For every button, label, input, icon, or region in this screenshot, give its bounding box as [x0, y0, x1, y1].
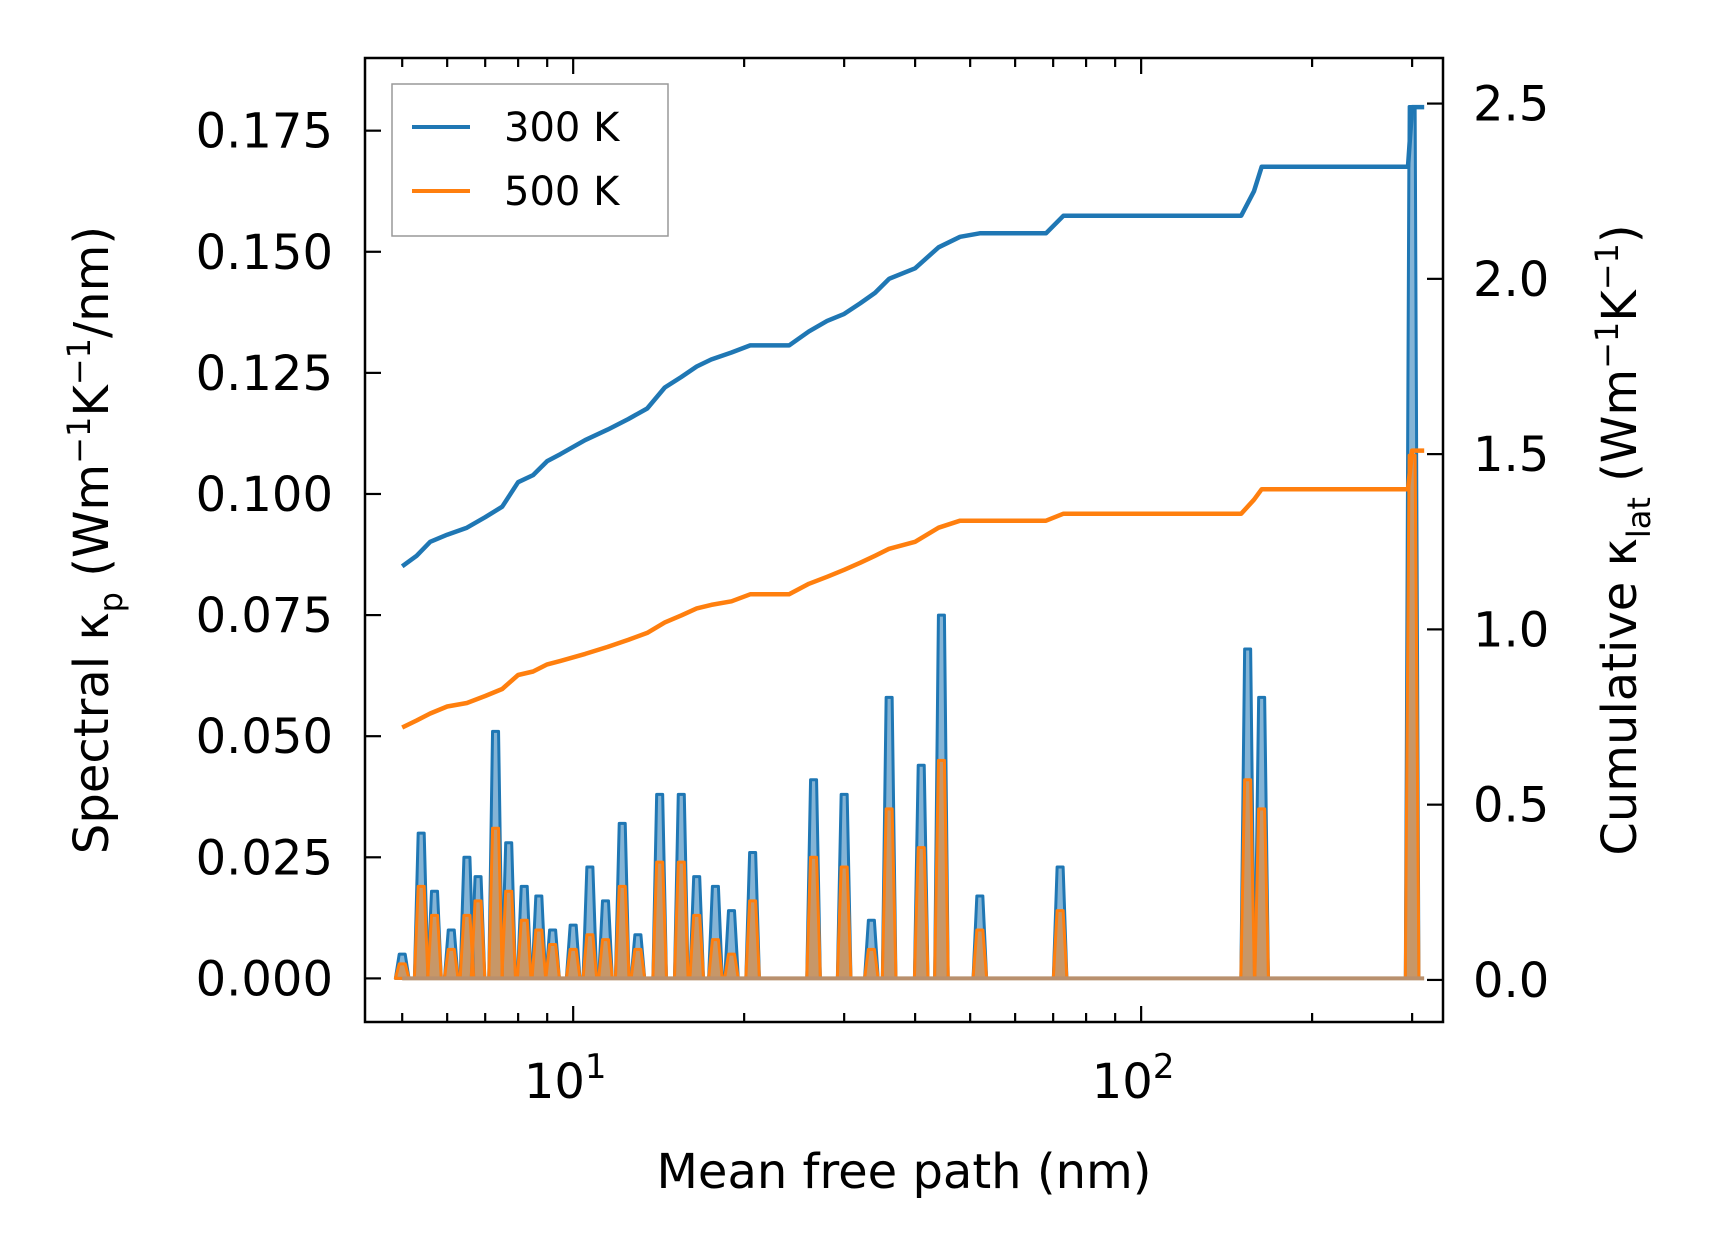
- spectral-peak-500k-24: [863, 947, 880, 980]
- right-tick-label-1: 0.5: [1473, 778, 1549, 834]
- cumulative-line-500k: [401, 448, 1425, 730]
- left-tick-label-3: 0.075: [196, 588, 333, 644]
- spectral-peak-500k-31: [1253, 807, 1270, 980]
- spectral-peak-500k-9: [530, 928, 548, 980]
- spectral-peak-500k-0: [393, 962, 411, 980]
- cumulative-line-300k: [400, 104, 1425, 569]
- spectral-peak-500k-29: [1051, 909, 1069, 980]
- spectral-peak-500k-10: [544, 942, 561, 980]
- spectral-peak-500k-13: [597, 938, 614, 980]
- spectral-peak-500k-23: [835, 865, 853, 980]
- spectral-peak-500k-8: [515, 918, 533, 980]
- spectral-peak-500k-30: [1239, 778, 1256, 980]
- spectral-peak-500k-5: [469, 899, 487, 980]
- spectral-peak-500k-27: [933, 758, 950, 980]
- legend-label-500k: 500 K: [504, 169, 621, 215]
- right-axis-ticks: 0.0 0.5 1.0 1.5 2.0 2.5: [1427, 77, 1549, 1009]
- spectral-peak-500k-2: [426, 913, 443, 980]
- spectral-peak-500k-17: [672, 860, 690, 980]
- left-tick-label-0: 0.000: [196, 951, 333, 1007]
- spectral-peak-500k-16: [651, 860, 668, 980]
- spectral-peak-500k-6: [487, 826, 504, 980]
- cumulative-lines-group: [400, 104, 1425, 730]
- spectral-peak-500k-3: [442, 947, 460, 980]
- spectral-peak-500k-18: [688, 913, 706, 980]
- spectral-peak-500k-20: [723, 952, 740, 980]
- spectral-peak-500k-22: [805, 855, 822, 980]
- right-tick-label-5: 2.5: [1473, 77, 1549, 133]
- left-tick-label-5: 0.125: [196, 346, 333, 402]
- spectral-peak-500k-12: [581, 933, 599, 980]
- legend: 300 K 500 K: [391, 83, 669, 237]
- spectral-peak-500k-14: [613, 884, 631, 980]
- right-tick-label-0: 0.0: [1473, 953, 1549, 1009]
- left-tick-label-7: 0.175: [196, 104, 333, 160]
- right-axis-label: Cumulative κlat (Wm−1K−1): [1588, 224, 1658, 855]
- spectral-peak-500k-21: [744, 899, 761, 980]
- legend-label-300k: 300 K: [504, 105, 621, 151]
- spectral-peak-500k-7: [500, 889, 518, 980]
- spectral-peak-500k-26: [912, 846, 930, 980]
- spectral-peak-500k-25: [880, 807, 898, 980]
- left-tick-label-1: 0.025: [196, 830, 333, 886]
- legend-box: [391, 83, 669, 237]
- x-axis-label: Mean free path (nm): [657, 1144, 1152, 1200]
- right-tick-label-2: 1.0: [1473, 602, 1549, 658]
- x-tick-label-1: 102: [1092, 1047, 1175, 1110]
- spectral-peak-500k-11: [564, 947, 582, 980]
- spectral-peak-500k-19: [707, 938, 724, 980]
- left-axis-ticks: 0.000 0.025 0.050 0.075 0.100 0.125 0.150 0.175: [196, 104, 381, 1007]
- left-tick-label-6: 0.150: [196, 225, 333, 281]
- left-tick-label-4: 0.100: [196, 467, 333, 523]
- x-axis-ticks: 101 102: [401, 58, 1414, 1110]
- spectral-500k-fill-group: [393, 453, 1425, 981]
- left-axis-label: Spectral κp (Wm−1K−1/nm): [60, 226, 130, 854]
- x-tick-label-0: 101: [524, 1047, 607, 1110]
- plot-frame: [363, 56, 1445, 1024]
- right-tick-label-4: 2.0: [1473, 252, 1549, 308]
- spectral-peak-500k-28: [971, 928, 989, 980]
- right-tick-label-3: 1.5: [1473, 427, 1549, 483]
- spectral-peak-500k-15: [629, 947, 647, 980]
- left-tick-label-2: 0.050: [196, 709, 333, 765]
- spectral-peak-500k-1: [412, 884, 430, 980]
- spectral-peak-500k-32: [1403, 453, 1421, 980]
